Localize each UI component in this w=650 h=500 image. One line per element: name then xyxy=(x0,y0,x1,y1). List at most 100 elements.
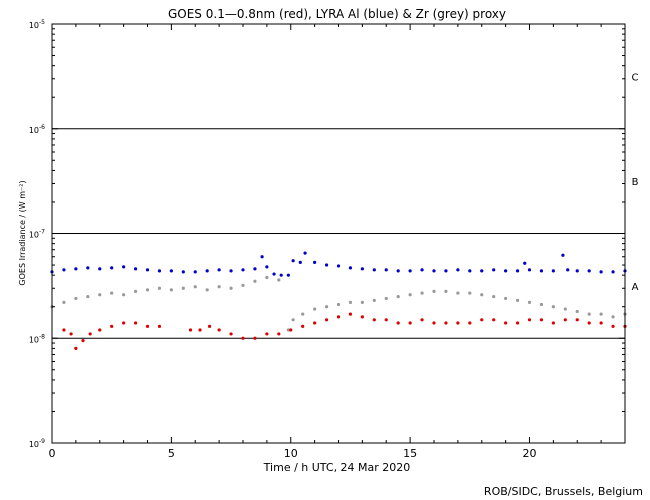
data-point xyxy=(420,268,424,272)
data-point xyxy=(492,268,496,272)
data-point xyxy=(81,338,85,343)
data-point xyxy=(157,269,162,273)
data-point xyxy=(265,275,269,280)
data-point xyxy=(265,265,269,269)
data-point xyxy=(188,328,193,332)
data-point xyxy=(611,324,615,328)
data-point xyxy=(110,266,114,270)
data-point xyxy=(599,312,603,316)
data-point xyxy=(272,272,276,276)
data-point xyxy=(145,324,150,328)
data-point xyxy=(193,270,197,274)
data-point xyxy=(539,302,544,307)
data-series xyxy=(50,251,627,277)
data-point xyxy=(279,273,283,277)
data-point xyxy=(313,260,317,264)
data-point xyxy=(527,268,532,272)
data-point xyxy=(527,300,532,304)
data-point xyxy=(432,269,436,273)
data-point xyxy=(468,321,472,325)
x-tick-label: 20 xyxy=(523,447,537,460)
data-point xyxy=(456,321,460,325)
data-point xyxy=(169,269,173,273)
data-point xyxy=(515,269,520,273)
y-tick-label: 10-8 xyxy=(29,333,45,344)
data-point xyxy=(98,293,102,297)
data-point xyxy=(372,318,376,322)
data-point xyxy=(384,318,388,322)
data-point xyxy=(110,291,114,295)
data-point xyxy=(217,328,221,332)
data-point xyxy=(587,321,591,325)
data-point xyxy=(599,321,603,325)
data-point xyxy=(336,315,341,319)
data-point xyxy=(62,268,66,272)
data-point xyxy=(432,321,436,325)
data-point xyxy=(551,305,555,309)
data-point xyxy=(74,296,78,301)
data-point xyxy=(122,293,126,297)
data-point xyxy=(253,336,257,340)
data-point xyxy=(551,321,555,325)
data-point xyxy=(181,286,185,290)
data-point xyxy=(408,269,412,273)
data-point xyxy=(539,318,544,322)
data-point xyxy=(456,291,460,295)
data-point xyxy=(539,269,544,273)
data-point xyxy=(324,263,329,267)
data-point xyxy=(504,321,508,325)
data-point xyxy=(205,269,209,273)
data-point xyxy=(348,266,353,270)
data-point xyxy=(98,267,102,271)
data-point xyxy=(286,273,290,277)
x-tick-label: 0 xyxy=(49,447,56,460)
data-point xyxy=(336,302,341,307)
data-point xyxy=(563,318,567,322)
data-point xyxy=(336,264,341,268)
data-point xyxy=(74,267,78,271)
data-point xyxy=(181,270,185,274)
data-point xyxy=(260,255,264,259)
data-point xyxy=(492,294,496,299)
data-point xyxy=(301,324,305,328)
data-point xyxy=(523,261,527,265)
data-point xyxy=(133,321,138,325)
data-point xyxy=(303,251,307,255)
data-point xyxy=(444,321,448,325)
data-point xyxy=(561,253,565,257)
plot-area xyxy=(52,128,625,339)
data-point xyxy=(98,328,102,332)
data-point xyxy=(301,312,305,316)
y-tick-label: 10-9 xyxy=(29,438,45,449)
data-point xyxy=(599,270,603,274)
data-point xyxy=(74,346,78,351)
data-point xyxy=(207,324,212,328)
data-point xyxy=(122,321,126,325)
data-point xyxy=(456,268,460,272)
data-point xyxy=(298,260,302,264)
data-point xyxy=(145,268,150,272)
chart-title: GOES 0.1—0.8nm (red), LYRA Al (blue) & Z… xyxy=(168,7,506,21)
data-point xyxy=(291,259,295,263)
data-point xyxy=(265,332,269,336)
y-tick-label: 10-5 xyxy=(29,19,45,30)
flare-class-label: A xyxy=(632,282,639,293)
data-point xyxy=(575,269,579,273)
data-point xyxy=(229,332,233,336)
data-point xyxy=(348,312,353,316)
data-point xyxy=(480,318,484,322)
data-point xyxy=(229,286,233,290)
data-point xyxy=(205,288,209,292)
data-point xyxy=(241,283,245,287)
data-point xyxy=(86,294,90,299)
data-point xyxy=(217,268,221,272)
data-point xyxy=(432,289,436,294)
data-point xyxy=(396,269,400,273)
data-point xyxy=(324,305,329,309)
data-point xyxy=(122,265,126,269)
data-point xyxy=(372,298,376,302)
data-point xyxy=(515,298,520,302)
data-point xyxy=(515,321,520,325)
data-point xyxy=(169,288,173,292)
axes-layer: A B C 0 5 10 15 20 10-9 10-8 10-7 10-6 10-5 xyxy=(29,19,639,460)
